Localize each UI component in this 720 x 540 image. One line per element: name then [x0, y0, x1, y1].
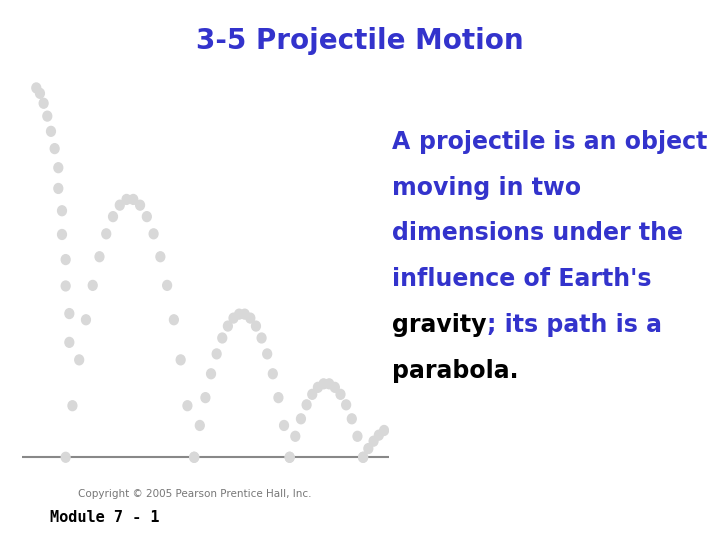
Text: influence of Earth's: influence of Earth's: [392, 267, 652, 291]
Circle shape: [190, 453, 199, 462]
Circle shape: [75, 355, 84, 365]
Circle shape: [263, 349, 271, 359]
Circle shape: [285, 453, 294, 462]
Circle shape: [163, 280, 171, 291]
Circle shape: [143, 212, 151, 221]
Circle shape: [359, 453, 367, 462]
Circle shape: [122, 194, 131, 204]
Circle shape: [47, 126, 55, 136]
Text: ; its path is a: ; its path is a: [487, 313, 662, 337]
Circle shape: [195, 421, 204, 430]
Text: is an object: is an object: [546, 130, 708, 153]
Circle shape: [246, 313, 255, 323]
Circle shape: [183, 401, 192, 410]
Circle shape: [54, 184, 63, 193]
Circle shape: [54, 163, 63, 173]
Text: moving in two: moving in two: [392, 176, 582, 199]
Circle shape: [43, 111, 52, 121]
Circle shape: [374, 430, 383, 440]
Circle shape: [302, 400, 311, 410]
Circle shape: [169, 315, 179, 325]
Circle shape: [176, 355, 185, 365]
Circle shape: [251, 321, 261, 331]
Circle shape: [285, 453, 294, 462]
Circle shape: [102, 229, 111, 239]
Circle shape: [65, 338, 73, 347]
Circle shape: [61, 255, 70, 265]
Circle shape: [347, 414, 356, 424]
Circle shape: [353, 431, 362, 441]
Circle shape: [201, 393, 210, 402]
Circle shape: [65, 309, 73, 319]
Circle shape: [95, 252, 104, 262]
Circle shape: [218, 333, 227, 343]
Circle shape: [212, 349, 221, 359]
Circle shape: [297, 414, 305, 424]
Circle shape: [313, 382, 323, 392]
Circle shape: [223, 321, 233, 331]
Circle shape: [61, 281, 70, 291]
Circle shape: [39, 98, 48, 108]
Text: Module 7 - 1: Module 7 - 1: [50, 510, 160, 525]
Circle shape: [274, 393, 283, 402]
Circle shape: [68, 401, 77, 410]
Circle shape: [359, 453, 367, 462]
Circle shape: [190, 453, 199, 462]
Circle shape: [149, 229, 158, 239]
Text: gravity: gravity: [392, 313, 487, 337]
Text: projectile: projectile: [419, 130, 546, 153]
Text: parabola.: parabola.: [392, 359, 519, 383]
Circle shape: [325, 379, 333, 389]
Circle shape: [89, 280, 97, 291]
Circle shape: [269, 369, 277, 379]
Circle shape: [50, 144, 59, 153]
Circle shape: [129, 194, 138, 204]
Circle shape: [379, 426, 389, 435]
Circle shape: [279, 421, 289, 430]
Circle shape: [330, 382, 339, 392]
Circle shape: [32, 83, 41, 93]
Circle shape: [308, 389, 317, 399]
Circle shape: [58, 206, 66, 215]
Circle shape: [58, 230, 66, 239]
Circle shape: [156, 252, 165, 262]
Circle shape: [109, 212, 117, 221]
Text: Copyright © 2005 Pearson Prentice Hall, Inc.: Copyright © 2005 Pearson Prentice Hall, …: [78, 489, 311, 500]
Circle shape: [115, 200, 124, 210]
Circle shape: [135, 200, 145, 210]
Circle shape: [319, 379, 328, 389]
Circle shape: [364, 444, 373, 454]
Circle shape: [342, 400, 351, 410]
Circle shape: [229, 313, 238, 323]
Circle shape: [81, 315, 91, 325]
Circle shape: [369, 436, 378, 446]
Circle shape: [61, 453, 70, 462]
Text: dimensions under the: dimensions under the: [392, 221, 683, 245]
Circle shape: [235, 309, 243, 319]
Circle shape: [240, 309, 249, 319]
Circle shape: [35, 89, 45, 98]
Circle shape: [257, 333, 266, 343]
Circle shape: [291, 431, 300, 441]
Text: A: A: [392, 130, 419, 153]
Text: 3-5 Projectile Motion: 3-5 Projectile Motion: [196, 27, 524, 55]
Circle shape: [207, 369, 215, 379]
Circle shape: [336, 389, 345, 399]
